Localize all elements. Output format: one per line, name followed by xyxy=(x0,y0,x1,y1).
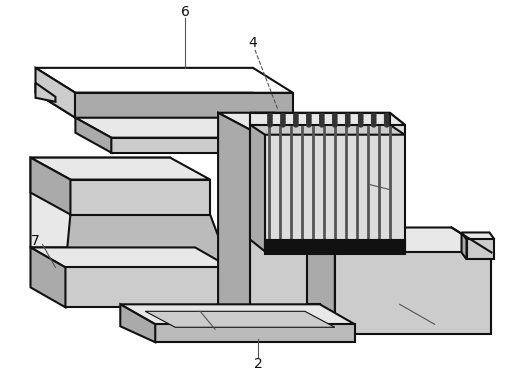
Polygon shape xyxy=(155,324,354,342)
Circle shape xyxy=(332,113,336,118)
Circle shape xyxy=(306,113,311,118)
Text: 1: 1 xyxy=(436,320,445,334)
Circle shape xyxy=(371,122,375,127)
Text: 3: 3 xyxy=(391,181,400,195)
Circle shape xyxy=(332,122,336,127)
Polygon shape xyxy=(461,232,466,259)
Polygon shape xyxy=(218,113,249,339)
Circle shape xyxy=(358,119,362,124)
Polygon shape xyxy=(461,232,493,239)
Polygon shape xyxy=(35,93,292,118)
Polygon shape xyxy=(111,138,286,153)
Polygon shape xyxy=(265,241,404,242)
Polygon shape xyxy=(466,239,493,259)
Polygon shape xyxy=(265,247,404,248)
Circle shape xyxy=(345,122,349,127)
Polygon shape xyxy=(120,304,155,342)
Circle shape xyxy=(293,116,297,121)
Polygon shape xyxy=(249,113,404,125)
Polygon shape xyxy=(30,158,210,179)
Circle shape xyxy=(280,113,284,118)
Polygon shape xyxy=(30,247,230,267)
Polygon shape xyxy=(334,253,490,334)
Polygon shape xyxy=(65,267,230,307)
Circle shape xyxy=(384,119,388,124)
Polygon shape xyxy=(265,244,404,245)
Circle shape xyxy=(293,113,297,118)
Circle shape xyxy=(371,113,375,118)
Text: 2: 2 xyxy=(253,357,262,371)
Polygon shape xyxy=(265,125,404,251)
Polygon shape xyxy=(249,130,306,339)
Polygon shape xyxy=(120,304,354,324)
Polygon shape xyxy=(218,113,306,130)
Polygon shape xyxy=(30,158,70,214)
Polygon shape xyxy=(75,118,286,138)
Circle shape xyxy=(306,122,311,127)
Text: 6: 6 xyxy=(180,5,189,19)
Circle shape xyxy=(358,116,362,121)
Circle shape xyxy=(332,116,336,121)
Circle shape xyxy=(332,119,336,124)
Polygon shape xyxy=(249,113,265,251)
Circle shape xyxy=(345,116,349,121)
Text: 5: 5 xyxy=(191,300,200,314)
Circle shape xyxy=(267,116,272,121)
Circle shape xyxy=(267,119,272,124)
Circle shape xyxy=(267,122,272,127)
Polygon shape xyxy=(35,68,292,93)
Polygon shape xyxy=(65,214,230,267)
Circle shape xyxy=(306,116,311,121)
Polygon shape xyxy=(145,311,334,327)
Polygon shape xyxy=(249,125,404,135)
Circle shape xyxy=(319,119,323,124)
Circle shape xyxy=(306,119,311,124)
Polygon shape xyxy=(265,253,404,254)
Polygon shape xyxy=(265,250,404,251)
Circle shape xyxy=(358,122,362,127)
Circle shape xyxy=(280,122,284,127)
Circle shape xyxy=(293,119,297,124)
Circle shape xyxy=(384,116,388,121)
Circle shape xyxy=(384,122,388,127)
Polygon shape xyxy=(30,158,195,247)
Polygon shape xyxy=(294,228,334,334)
Circle shape xyxy=(280,116,284,121)
Circle shape xyxy=(319,116,323,121)
Polygon shape xyxy=(294,228,490,253)
Polygon shape xyxy=(205,319,319,339)
Circle shape xyxy=(371,119,375,124)
Polygon shape xyxy=(70,179,210,214)
Polygon shape xyxy=(249,113,389,125)
Circle shape xyxy=(358,113,362,118)
Text: 7: 7 xyxy=(31,235,40,248)
Circle shape xyxy=(267,113,272,118)
Circle shape xyxy=(371,116,375,121)
Polygon shape xyxy=(35,68,75,118)
Polygon shape xyxy=(205,304,319,319)
Polygon shape xyxy=(75,93,292,118)
Text: 4: 4 xyxy=(248,36,257,50)
Circle shape xyxy=(384,113,388,118)
Circle shape xyxy=(280,119,284,124)
Polygon shape xyxy=(30,247,65,307)
Polygon shape xyxy=(35,83,56,102)
Circle shape xyxy=(319,122,323,127)
Circle shape xyxy=(319,113,323,118)
Polygon shape xyxy=(75,118,111,153)
Circle shape xyxy=(345,119,349,124)
Circle shape xyxy=(345,113,349,118)
Polygon shape xyxy=(389,113,404,251)
Circle shape xyxy=(293,122,297,127)
